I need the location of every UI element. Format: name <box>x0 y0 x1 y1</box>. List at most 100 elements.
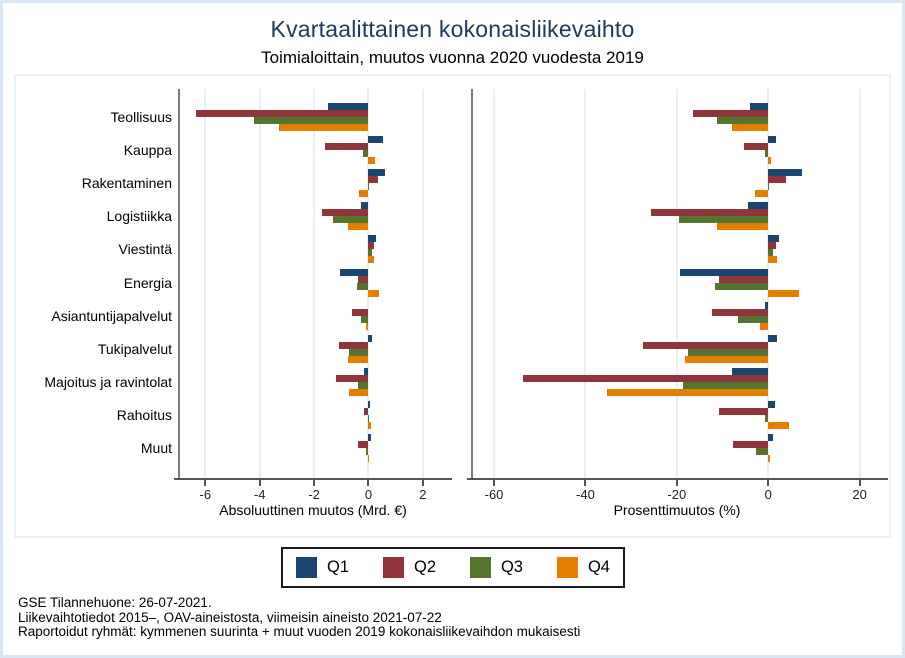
bar-q3 <box>368 249 372 257</box>
x-axis-line <box>174 478 452 480</box>
legend-item-q4: Q4 <box>556 557 610 578</box>
bar-q2 <box>692 110 769 117</box>
q1-swatch-icon <box>296 557 317 578</box>
bar-q1 <box>768 400 776 408</box>
bar-q2 <box>768 176 786 184</box>
bar-q1 <box>749 103 769 110</box>
x-axis-tick <box>313 480 316 486</box>
bar-q4 <box>606 388 769 396</box>
bar-q1 <box>368 169 385 177</box>
x-axis-tick <box>675 480 678 486</box>
x-axis-line <box>467 478 888 480</box>
bar-q1 <box>327 103 369 110</box>
legend-item-q2: Q2 <box>382 557 436 578</box>
bar-q4 <box>368 421 372 429</box>
x-tick-label: 20 <box>852 487 867 502</box>
category-label: Viestintä <box>118 241 172 258</box>
gridline <box>367 89 370 478</box>
x-tick-label: -40 <box>576 487 595 502</box>
bar-q3 <box>367 414 369 422</box>
bar-q3 <box>679 216 769 224</box>
bar-q2 <box>768 242 777 250</box>
chart-title: Kvartaalittainen kokonaisliikevaihto <box>270 16 635 42</box>
bar-q1 <box>768 334 778 342</box>
bar-q2 <box>358 441 369 448</box>
bar-q1 <box>361 202 369 210</box>
bar-q4 <box>716 223 769 231</box>
x-axis-tick <box>421 480 424 486</box>
bar-q3 <box>365 448 369 455</box>
x-tick-label: 0 <box>364 487 373 502</box>
x-tick-label: -2 <box>308 487 320 502</box>
bar-q3 <box>683 381 769 389</box>
x-axis-tick <box>767 480 770 486</box>
y-axis-line <box>471 89 473 480</box>
bar-q3 <box>333 216 369 224</box>
legend: Q1 Q2 Q3 Q4 <box>281 547 625 588</box>
bar-q3 <box>357 381 369 389</box>
gridline <box>858 89 861 478</box>
bar-q3 <box>737 315 769 323</box>
gridline <box>204 89 207 478</box>
bar-q2 <box>195 110 369 117</box>
bar-q3 <box>768 249 773 257</box>
legend-label-q4: Q4 <box>587 558 610 576</box>
category-label: Tukipalvelut <box>97 340 172 357</box>
bar-q1 <box>368 434 372 441</box>
bar-q3 <box>348 348 369 356</box>
category-label: Muut <box>140 440 172 456</box>
bar-q2 <box>324 143 369 151</box>
x-axis-tick <box>367 480 370 486</box>
bar-q1 <box>768 235 779 243</box>
bar-q3 <box>717 117 769 124</box>
bar-q3 <box>688 348 769 356</box>
category-label: Asiantuntijapalvelut <box>51 307 172 324</box>
q2-swatch-icon <box>382 557 404 578</box>
bar-q2 <box>368 242 374 250</box>
bar-q3 <box>363 150 369 158</box>
bar-q4 <box>368 289 380 297</box>
x-tick-label: -6 <box>199 487 212 502</box>
bar-q4 <box>366 322 369 330</box>
bar-q1 <box>731 367 769 375</box>
bar-q4 <box>768 256 778 264</box>
bar-q4 <box>358 190 369 198</box>
legend-label-q3: Q3 <box>500 558 523 576</box>
bar-q3 <box>768 183 770 191</box>
bar-q2 <box>650 209 769 217</box>
figure-area: Teollisuus Kauppa Rakentaminen Logistiikka V… <box>14 74 891 538</box>
bar-q4 <box>347 355 369 363</box>
legend-item-q3: Q3 <box>469 557 523 578</box>
bar-q4 <box>760 322 769 330</box>
gridline <box>421 89 424 478</box>
legend-item-q1: Q1 <box>296 557 349 578</box>
x-tick-label: -60 <box>484 487 504 502</box>
footer-line-2: Liikevaihtotiedot 2015–, OAV-aineistosta… <box>18 609 442 625</box>
bar-q2 <box>338 341 369 349</box>
xaxis-title-left: Absoluuttinen muutos (Mrd. €) <box>219 502 407 518</box>
q3-swatch-icon <box>469 557 491 578</box>
gridline <box>584 89 587 478</box>
legend-label-q1: Q1 <box>327 558 350 576</box>
bar-q4 <box>368 157 376 165</box>
bar-q1 <box>364 367 369 375</box>
chart-subtitle: Toimialoittain, muutos vuonna 2020 vuode… <box>261 48 644 67</box>
bar-q4 <box>368 256 375 264</box>
bar-q3 <box>361 315 369 323</box>
gridline <box>493 89 496 478</box>
bar-q3 <box>755 448 769 455</box>
bar-q4 <box>768 421 790 429</box>
bar-q2 <box>719 275 769 283</box>
x-axis-tick <box>493 480 496 486</box>
footer-line-3: Raportoidut ryhmät: kymmenen suurinta + … <box>18 624 581 640</box>
category-label: Majoitus ja ravintolat <box>44 373 172 390</box>
category-label: Energia <box>123 274 172 291</box>
bar-q4 <box>347 223 369 231</box>
bar-q1 <box>768 169 802 177</box>
bar-q4 <box>768 455 770 462</box>
bar-q1 <box>368 400 370 408</box>
bar-q2 <box>522 374 769 382</box>
bar-q1 <box>368 334 372 342</box>
bar-q4 <box>684 355 769 363</box>
bar-q3 <box>765 150 769 158</box>
